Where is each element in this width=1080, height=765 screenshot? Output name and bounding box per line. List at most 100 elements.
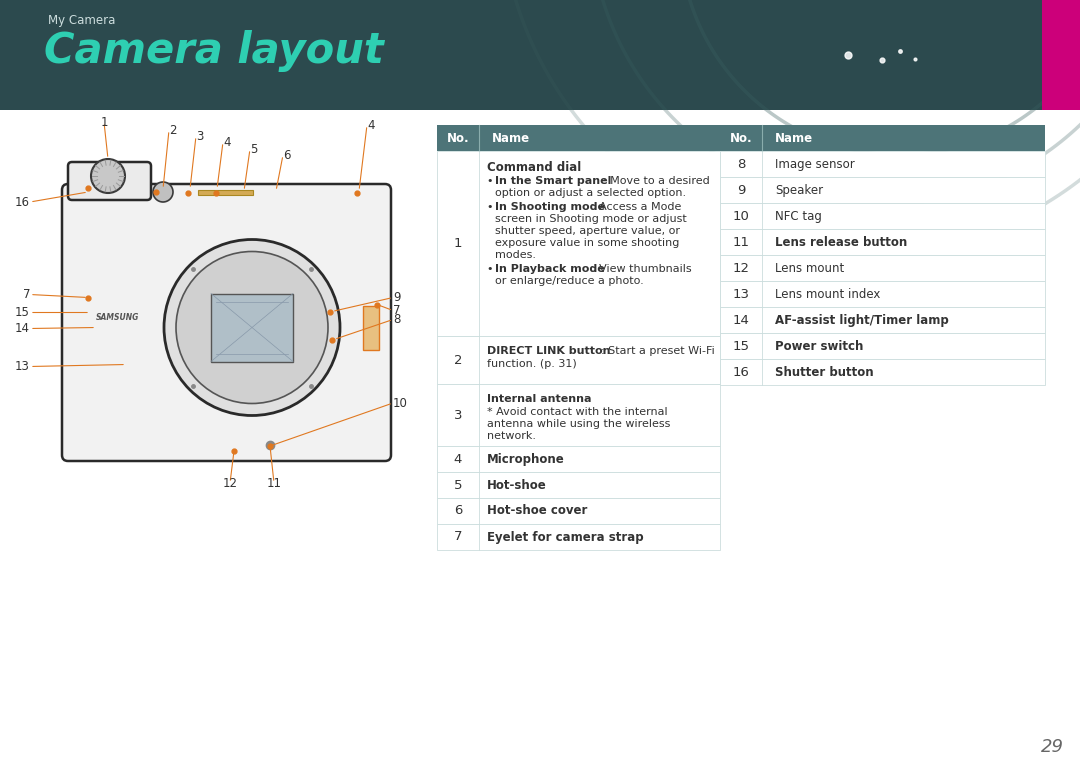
Bar — [1042, 0, 1080, 110]
Text: 6: 6 — [454, 504, 462, 517]
Text: 8: 8 — [737, 158, 745, 171]
Text: : Access a Mode: : Access a Mode — [592, 202, 681, 212]
Text: Command dial: Command dial — [487, 161, 581, 174]
Text: 29: 29 — [1040, 738, 1064, 756]
Bar — [211, 294, 293, 362]
Text: antenna while using the wireless: antenna while using the wireless — [487, 419, 671, 429]
Bar — [198, 190, 253, 195]
Text: 15: 15 — [732, 340, 750, 353]
Text: 11: 11 — [267, 477, 282, 490]
Bar — [720, 125, 1045, 151]
Text: No.: No. — [730, 132, 753, 145]
Text: 14: 14 — [15, 322, 30, 335]
Text: Microphone: Microphone — [487, 453, 565, 465]
Text: 2: 2 — [454, 353, 462, 366]
Text: 2: 2 — [168, 123, 176, 136]
Bar — [437, 125, 720, 151]
Text: Power switch: Power switch — [775, 340, 863, 353]
Text: 7: 7 — [454, 530, 462, 543]
Bar — [437, 151, 720, 336]
Bar — [437, 384, 720, 446]
Text: My Camera: My Camera — [48, 14, 116, 27]
Text: Name: Name — [492, 132, 530, 145]
Bar — [720, 229, 1045, 255]
Text: Lens release button: Lens release button — [775, 236, 907, 249]
Text: 5: 5 — [249, 142, 257, 155]
Text: Eyelet for camera strap: Eyelet for camera strap — [487, 530, 644, 543]
Circle shape — [164, 239, 340, 415]
Text: function. (p. 31): function. (p. 31) — [487, 359, 577, 369]
Text: modes.: modes. — [495, 250, 536, 260]
Text: * Avoid contact with the internal: * Avoid contact with the internal — [487, 407, 667, 417]
Text: 10: 10 — [393, 396, 408, 409]
Text: or enlarge/reduce a photo.: or enlarge/reduce a photo. — [495, 276, 644, 286]
Text: Hot-shoe cover: Hot-shoe cover — [487, 504, 588, 517]
Text: 9: 9 — [737, 184, 745, 197]
Text: 15: 15 — [15, 306, 30, 319]
Circle shape — [91, 159, 125, 193]
Text: 7: 7 — [393, 304, 401, 317]
Text: 4: 4 — [454, 453, 462, 465]
Bar — [0, 0, 1080, 110]
Text: : Start a preset Wi-Fi: : Start a preset Wi-Fi — [600, 346, 715, 356]
Text: 4: 4 — [222, 135, 230, 148]
Text: SAMSUNG: SAMSUNG — [96, 313, 139, 322]
Bar — [720, 307, 1045, 333]
Bar — [720, 359, 1045, 385]
Text: 12: 12 — [222, 477, 238, 490]
Text: shutter speed, aperture value, or: shutter speed, aperture value, or — [495, 226, 680, 236]
Text: 5: 5 — [454, 478, 462, 491]
Text: network.: network. — [487, 431, 536, 441]
Text: : Move to a desired: : Move to a desired — [603, 176, 710, 186]
Text: 13: 13 — [732, 288, 750, 301]
Bar — [720, 333, 1045, 359]
Text: option or adjust a selected option.: option or adjust a selected option. — [495, 188, 686, 198]
FancyBboxPatch shape — [62, 184, 391, 461]
Text: DIRECT LINK button: DIRECT LINK button — [487, 346, 610, 356]
Text: Camera layout: Camera layout — [44, 30, 383, 72]
Text: •: • — [487, 202, 497, 212]
Text: 4: 4 — [367, 119, 375, 132]
Text: Name: Name — [775, 132, 813, 145]
Text: 8: 8 — [393, 313, 401, 326]
Text: In Playback mode: In Playback mode — [495, 264, 605, 274]
Text: Shutter button: Shutter button — [775, 366, 874, 379]
Text: screen in Shooting mode or adjust: screen in Shooting mode or adjust — [495, 214, 687, 224]
Text: 1: 1 — [454, 237, 462, 250]
Bar — [437, 336, 720, 384]
Bar — [720, 255, 1045, 281]
Text: 10: 10 — [732, 210, 750, 223]
Text: NFC tag: NFC tag — [775, 210, 822, 223]
Circle shape — [176, 252, 328, 403]
Text: Internal antenna: Internal antenna — [487, 394, 592, 404]
Text: 13: 13 — [15, 360, 30, 373]
Bar — [720, 151, 1045, 177]
Bar — [720, 177, 1045, 203]
Text: 9: 9 — [393, 291, 401, 304]
Bar — [437, 524, 720, 550]
Text: In the Smart panel: In the Smart panel — [495, 176, 611, 186]
Text: 14: 14 — [732, 314, 750, 327]
Text: 7: 7 — [23, 288, 30, 301]
Text: Speaker: Speaker — [775, 184, 823, 197]
Bar — [720, 203, 1045, 229]
Text: 11: 11 — [732, 236, 750, 249]
Bar — [720, 281, 1045, 307]
Bar — [437, 472, 720, 498]
Text: •: • — [487, 264, 497, 274]
Text: 16: 16 — [15, 196, 30, 209]
Text: : View thumbnails: : View thumbnails — [592, 264, 691, 274]
Text: Lens mount index: Lens mount index — [775, 288, 880, 301]
Text: No.: No. — [447, 132, 470, 145]
Text: •: • — [487, 176, 497, 186]
Text: 12: 12 — [732, 262, 750, 275]
FancyBboxPatch shape — [68, 162, 151, 200]
Text: 3: 3 — [454, 409, 462, 422]
Text: Image sensor: Image sensor — [775, 158, 854, 171]
Text: 6: 6 — [283, 148, 291, 161]
Text: Lens mount: Lens mount — [775, 262, 845, 275]
Text: 3: 3 — [195, 129, 203, 142]
Text: 16: 16 — [732, 366, 750, 379]
Text: AF-assist light/Timer lamp: AF-assist light/Timer lamp — [775, 314, 948, 327]
Bar — [437, 446, 720, 472]
